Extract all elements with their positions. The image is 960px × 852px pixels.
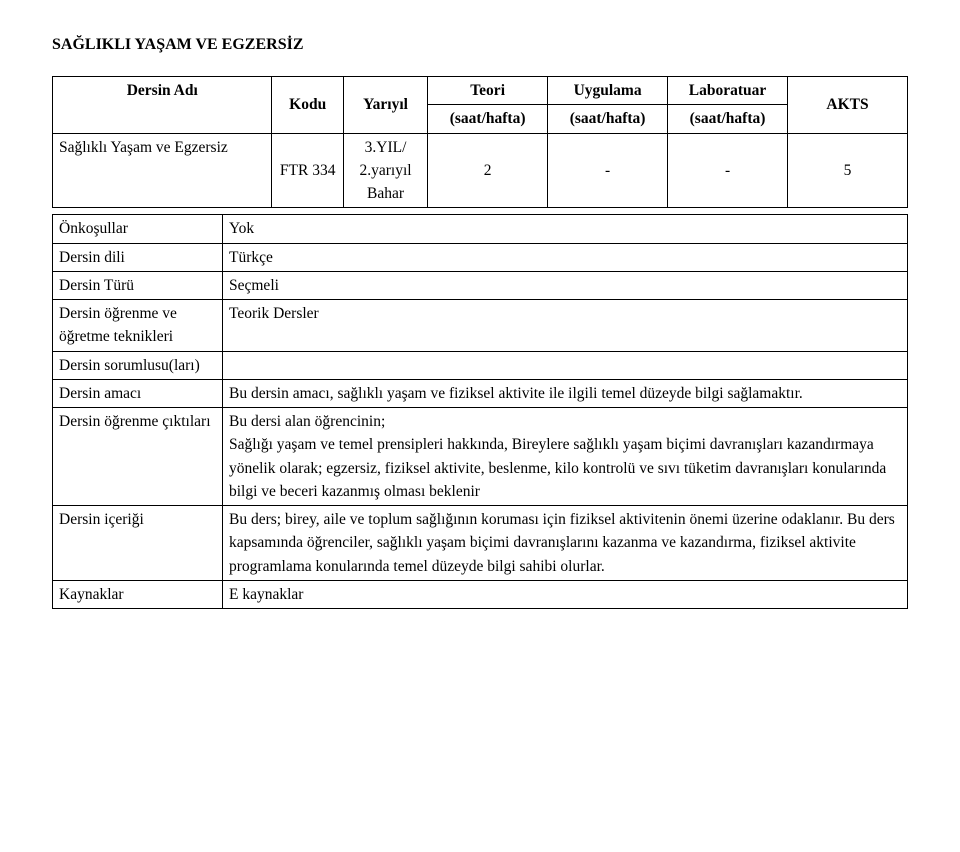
course-lab: - <box>668 133 788 208</box>
col-uygulama-sub: (saat/hafta) <box>548 105 668 133</box>
value-icerik: Bu ders; birey, aile ve toplum sağlığını… <box>223 506 908 581</box>
value-dili: Türkçe <box>223 243 908 271</box>
course-term: 3.YIL/ 2.yarıyıl Bahar <box>343 133 427 208</box>
label-onkosullar: Önkoşullar <box>53 215 223 243</box>
ciktilar-p2: Sağlığı yaşam ve temel prensipleri hakkı… <box>229 433 901 503</box>
value-turu: Seçmeli <box>223 271 908 299</box>
label-dili: Dersin dili <box>53 243 223 271</box>
label-amac: Dersin amacı <box>53 379 223 407</box>
course-uygulama: - <box>548 133 668 208</box>
value-sorumlu <box>223 351 908 379</box>
value-amac: Bu dersin amacı, sağlıklı yaşam ve fizik… <box>223 379 908 407</box>
course-code: FTR 334 <box>272 133 343 208</box>
label-sorumlu: Dersin sorumlusu(ları) <box>53 351 223 379</box>
col-kodu: Kodu <box>272 77 343 134</box>
value-onkosullar: Yok <box>223 215 908 243</box>
col-dersin-adi: Dersin Adı <box>53 77 272 134</box>
col-laboratuar: Laboratuar <box>668 77 788 105</box>
col-akts: AKTS <box>788 77 908 134</box>
col-lab-sub: (saat/hafta) <box>668 105 788 133</box>
course-details-table: Önkoşullar Yok Dersin dili Türkçe Dersin… <box>52 214 908 609</box>
label-kaynaklar: Kaynaklar <box>53 580 223 608</box>
course-header-table: Dersin Adı Kodu Yarıyıl Teori Uygulama L… <box>52 76 908 208</box>
course-teori: 2 <box>428 133 548 208</box>
value-kaynaklar: E kaynaklar <box>223 580 908 608</box>
label-turu: Dersin Türü <box>53 271 223 299</box>
label-ciktilar: Dersin öğrenme çıktıları <box>53 408 223 506</box>
col-teori-sub: (saat/hafta) <box>428 105 548 133</box>
label-teknikler: Dersin öğrenme ve öğretme teknikleri <box>53 300 223 352</box>
label-icerik: Dersin içeriği <box>53 506 223 581</box>
col-yariyil: Yarıyıl <box>343 77 427 134</box>
course-name: Sağlıklı Yaşam ve Egzersiz <box>53 133 272 208</box>
col-uygulama: Uygulama <box>548 77 668 105</box>
value-ciktilar: Bu dersi alan öğrencinin; Sağlığı yaşam … <box>223 408 908 506</box>
course-akts: 5 <box>788 133 908 208</box>
value-teknikler: Teorik Dersler <box>223 300 908 352</box>
page-title: SAĞLIKLI YAŞAM VE EGZERSİZ <box>52 36 908 54</box>
ciktilar-p1: Bu dersi alan öğrencinin; <box>229 410 901 433</box>
col-teori: Teori <box>428 77 548 105</box>
